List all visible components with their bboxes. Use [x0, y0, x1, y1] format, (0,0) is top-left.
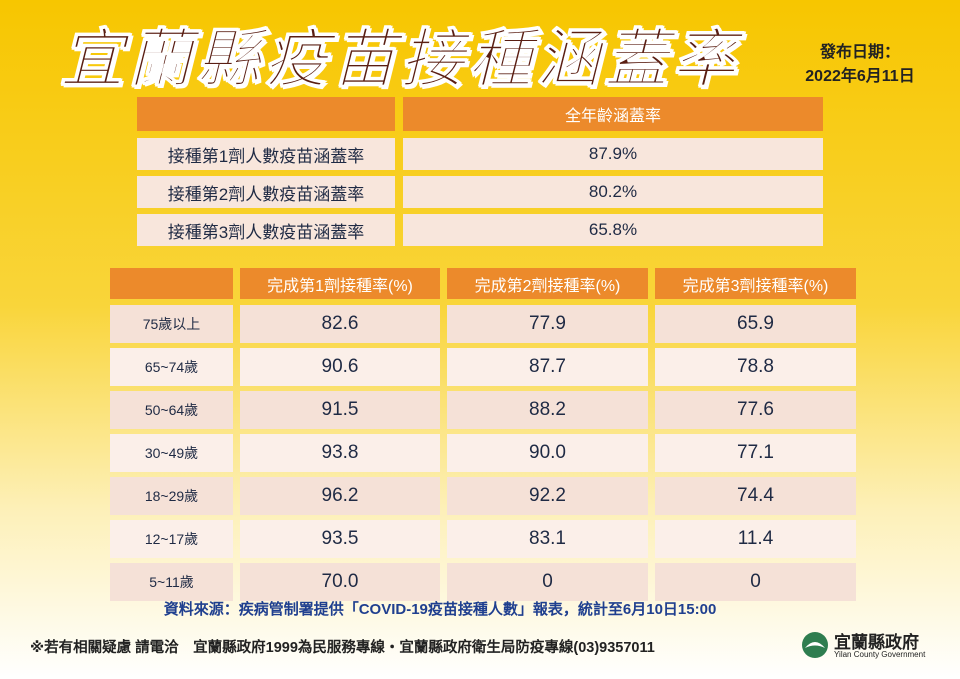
row-label: 65~74歲 — [110, 348, 233, 386]
logo-icon — [802, 632, 828, 658]
row-label: 12~17歲 — [110, 520, 233, 558]
cell: 70.0 — [240, 563, 440, 601]
row-label: 75歲以上 — [110, 305, 233, 343]
header-cell-blank — [110, 268, 233, 299]
cell: 93.5 — [240, 520, 440, 558]
cell: 77.9 — [447, 305, 648, 343]
cell: 92.2 — [447, 477, 648, 515]
header-cell: 完成第3劑接種率(%) — [655, 268, 856, 299]
header-cell-blank — [137, 97, 395, 131]
cell: 80.2% — [403, 176, 823, 208]
row-label: 5~11歲 — [110, 563, 233, 601]
cell: 82.6 — [240, 305, 440, 343]
row-label: 30~49歲 — [110, 434, 233, 472]
cell: 91.5 — [240, 391, 440, 429]
cell: 11.4 — [655, 520, 856, 558]
cell: 77.1 — [655, 434, 856, 472]
row-label: 接種第2劑人數疫苗涵蓋率 — [137, 176, 395, 208]
cell: 0 — [447, 563, 648, 601]
title: 宜蘭縣疫苗接種涵蓋率 — [60, 23, 740, 96]
row-label: 接種第3劑人數疫苗涵蓋率 — [137, 214, 395, 246]
date-label: 發布日期： — [819, 44, 900, 61]
cell: 90.0 — [447, 434, 648, 472]
date: 2022年6月11日 — [805, 68, 915, 85]
cell: 74.4 — [655, 477, 856, 515]
cell: 65.9 — [655, 305, 856, 343]
cell: 96.2 — [240, 477, 440, 515]
footer-note: ※若有相關疑慮 請電洽 宜蘭縣政府1999為民服務專線・宜蘭縣政府衛生局防疫專線… — [30, 640, 655, 656]
header-cell: 完成第2劑接種率(%) — [447, 268, 648, 299]
row-label: 18~29歲 — [110, 477, 233, 515]
logo-name: 宜蘭縣政府 — [834, 633, 919, 653]
cell: 90.6 — [240, 348, 440, 386]
row-label: 接種第1劑人數疫苗涵蓋率 — [137, 138, 395, 170]
source-note: 資料來源：疾病管制署提供「COVID-19疫苗接種人數」報表，統計至6月10日1… — [163, 601, 717, 618]
cell: 87.9% — [403, 138, 823, 170]
logo-english: Yilan County Government — [834, 650, 926, 659]
cell: 88.2 — [447, 391, 648, 429]
logo: 宜蘭縣政府 Yilan County Government — [800, 626, 940, 666]
cell: 77.6 — [655, 391, 856, 429]
cell: 87.7 — [447, 348, 648, 386]
cell: 0 — [655, 563, 856, 601]
cell: 93.8 — [240, 434, 440, 472]
cell: 78.8 — [655, 348, 856, 386]
header-cell: 完成第1劑接種率(%) — [240, 268, 440, 299]
row-label: 50~64歲 — [110, 391, 233, 429]
cell: 65.8% — [403, 214, 823, 246]
header-cell: 全年齡涵蓋率 — [403, 97, 823, 131]
cell: 83.1 — [447, 520, 648, 558]
